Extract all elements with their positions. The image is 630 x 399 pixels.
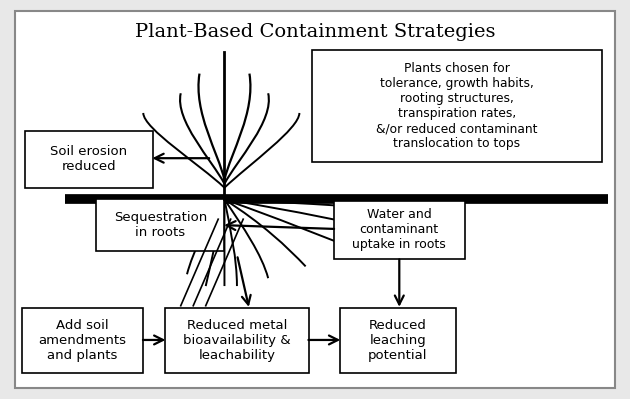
Text: Reduced
leaching
potential: Reduced leaching potential	[368, 319, 428, 361]
Text: Plant-Based Containment Strategies: Plant-Based Containment Strategies	[135, 23, 495, 41]
FancyBboxPatch shape	[312, 50, 602, 162]
FancyBboxPatch shape	[25, 130, 152, 188]
Text: Sequestration
in roots: Sequestration in roots	[114, 211, 207, 239]
Text: Soil erosion
reduced: Soil erosion reduced	[50, 145, 127, 173]
Text: Plants chosen for
tolerance, growth habits,
rooting structures,
transpiration ra: Plants chosen for tolerance, growth habi…	[376, 62, 538, 150]
FancyBboxPatch shape	[165, 308, 309, 373]
FancyBboxPatch shape	[96, 200, 224, 251]
FancyBboxPatch shape	[340, 308, 455, 373]
FancyBboxPatch shape	[15, 11, 615, 388]
Text: Water and
contaminant
uptake in roots: Water and contaminant uptake in roots	[352, 209, 446, 251]
FancyBboxPatch shape	[21, 308, 143, 373]
FancyBboxPatch shape	[334, 201, 465, 259]
Text: Add soil
amendments
and plants: Add soil amendments and plants	[38, 319, 127, 361]
Text: Reduced metal
bioavailability &
leachability: Reduced metal bioavailability & leachabi…	[183, 319, 291, 361]
